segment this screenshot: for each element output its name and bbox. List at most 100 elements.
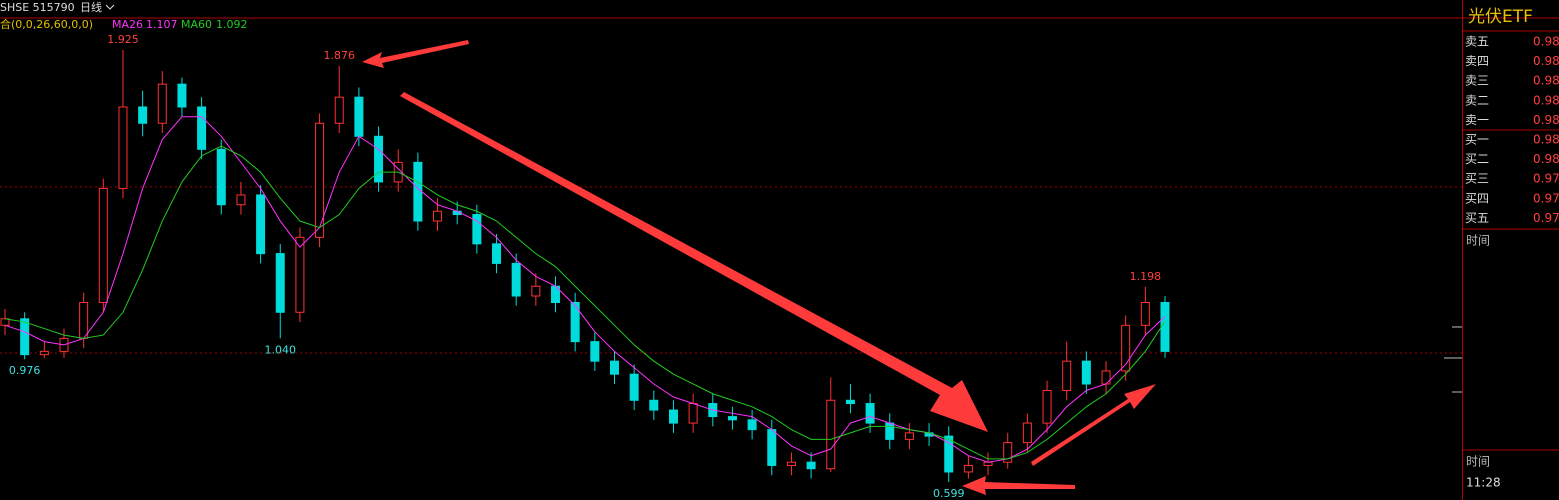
candle-body xyxy=(944,435,954,473)
candle-body xyxy=(747,419,757,431)
order-label: 卖一 xyxy=(1465,113,1489,127)
candle-body xyxy=(138,106,148,124)
candle-body xyxy=(531,285,541,297)
candle-body xyxy=(98,187,108,304)
order-price: 0.98 xyxy=(1533,35,1559,49)
candle-body xyxy=(609,360,619,375)
candle-body xyxy=(904,432,914,440)
price-annotation: 0.599 xyxy=(933,487,965,500)
candle-body xyxy=(275,253,285,313)
price-annotation: 1.925 xyxy=(107,33,139,46)
candle-body xyxy=(511,262,521,297)
candle-body xyxy=(826,399,836,470)
candle-body xyxy=(177,83,187,108)
candle-body xyxy=(334,96,344,124)
order-label: 卖三 xyxy=(1465,74,1489,88)
candle-body xyxy=(433,210,443,222)
candle-body xyxy=(629,373,639,401)
candle-body xyxy=(590,341,600,362)
candle-body xyxy=(295,236,305,313)
candle-body xyxy=(1062,360,1072,391)
order-label: 买四 xyxy=(1465,191,1489,205)
candle-body xyxy=(354,96,364,137)
candle-body xyxy=(315,122,325,238)
legend-value: 1.092 xyxy=(216,18,248,31)
candle-body xyxy=(767,429,777,466)
candle-body xyxy=(727,416,737,421)
candle-body xyxy=(492,243,502,264)
candle-body xyxy=(806,461,816,470)
candle-body xyxy=(865,403,875,424)
candle-body xyxy=(963,464,973,473)
order-price: 0.98 xyxy=(1533,54,1559,68)
legend-value: 1.107 xyxy=(146,18,178,31)
indicator-label: 合(0,0,26,60,0,0) xyxy=(0,17,93,31)
arrow xyxy=(400,92,988,432)
legend-name: MA60 xyxy=(181,18,212,31)
price-annotation: 1.876 xyxy=(323,49,355,62)
order-price: 0.98 xyxy=(1533,74,1559,88)
candle-body xyxy=(668,409,678,424)
order-price: 0.97 xyxy=(1533,172,1559,186)
candle-body xyxy=(1042,389,1052,424)
ma-line xyxy=(4,145,1166,460)
candle-body xyxy=(39,350,49,356)
header-symbol: SHSE 515790 xyxy=(0,1,75,14)
order-label: 卖二 xyxy=(1465,93,1489,107)
candle-body xyxy=(786,461,796,466)
arrow xyxy=(962,476,1075,495)
order-price: 0.98 xyxy=(1533,113,1559,127)
order-price: 0.98 xyxy=(1533,93,1559,107)
arrows xyxy=(362,40,1156,495)
candle-body xyxy=(256,194,266,255)
candle-body xyxy=(845,399,855,405)
order-label: 卖四 xyxy=(1465,54,1489,68)
candle-body xyxy=(885,422,895,440)
candle-body xyxy=(472,214,482,245)
price-annotation: 1.198 xyxy=(1130,270,1162,283)
legend-name: MA26 xyxy=(112,18,143,31)
candle-body xyxy=(157,83,167,124)
candle-body xyxy=(236,194,246,206)
candle-body xyxy=(649,399,659,411)
candle-body xyxy=(1160,302,1170,352)
candle-body xyxy=(1121,324,1131,372)
ma-line xyxy=(4,116,1166,463)
candle-body xyxy=(216,148,226,206)
price-annotation: 0.976 xyxy=(9,364,41,377)
arrow xyxy=(362,40,469,68)
panel-title: 光伏ETF xyxy=(1468,7,1533,27)
candle-body xyxy=(413,161,423,222)
candle-body xyxy=(118,106,128,189)
order-price: 0.98 xyxy=(1533,133,1559,147)
candle-body xyxy=(1081,360,1091,385)
candle-body xyxy=(197,106,207,150)
order-label: 买五 xyxy=(1465,211,1489,225)
candle-body xyxy=(688,403,698,424)
dropdown-icon[interactable] xyxy=(105,4,115,10)
time-header: 时间 xyxy=(1466,234,1490,248)
candle-body xyxy=(0,318,10,326)
order-label: 卖五 xyxy=(1465,35,1489,49)
order-label: 买一 xyxy=(1465,133,1489,147)
candle-body xyxy=(374,135,384,183)
candle-body xyxy=(570,302,580,343)
candle-body xyxy=(20,318,30,356)
order-label: 买二 xyxy=(1465,152,1489,166)
arrow xyxy=(1031,384,1156,466)
order-price: 0.98 xyxy=(1533,152,1559,166)
candle-body xyxy=(1140,302,1150,326)
price-annotation: 1.040 xyxy=(265,343,297,356)
time-value: 11:28 xyxy=(1466,476,1501,490)
candle-body xyxy=(1003,442,1013,463)
order-label: 买三 xyxy=(1465,172,1489,186)
plot: 1.925 1.876 1.040 0.976 1.198 0.599 xyxy=(0,33,1462,500)
period-selector[interactable]: 日线 xyxy=(80,0,102,14)
candle-body xyxy=(1101,370,1111,385)
order-price: 0.97 xyxy=(1533,211,1559,225)
time-header: 时间 xyxy=(1466,455,1490,469)
candle-body xyxy=(1022,422,1032,444)
order-price: 0.97 xyxy=(1533,191,1559,205)
